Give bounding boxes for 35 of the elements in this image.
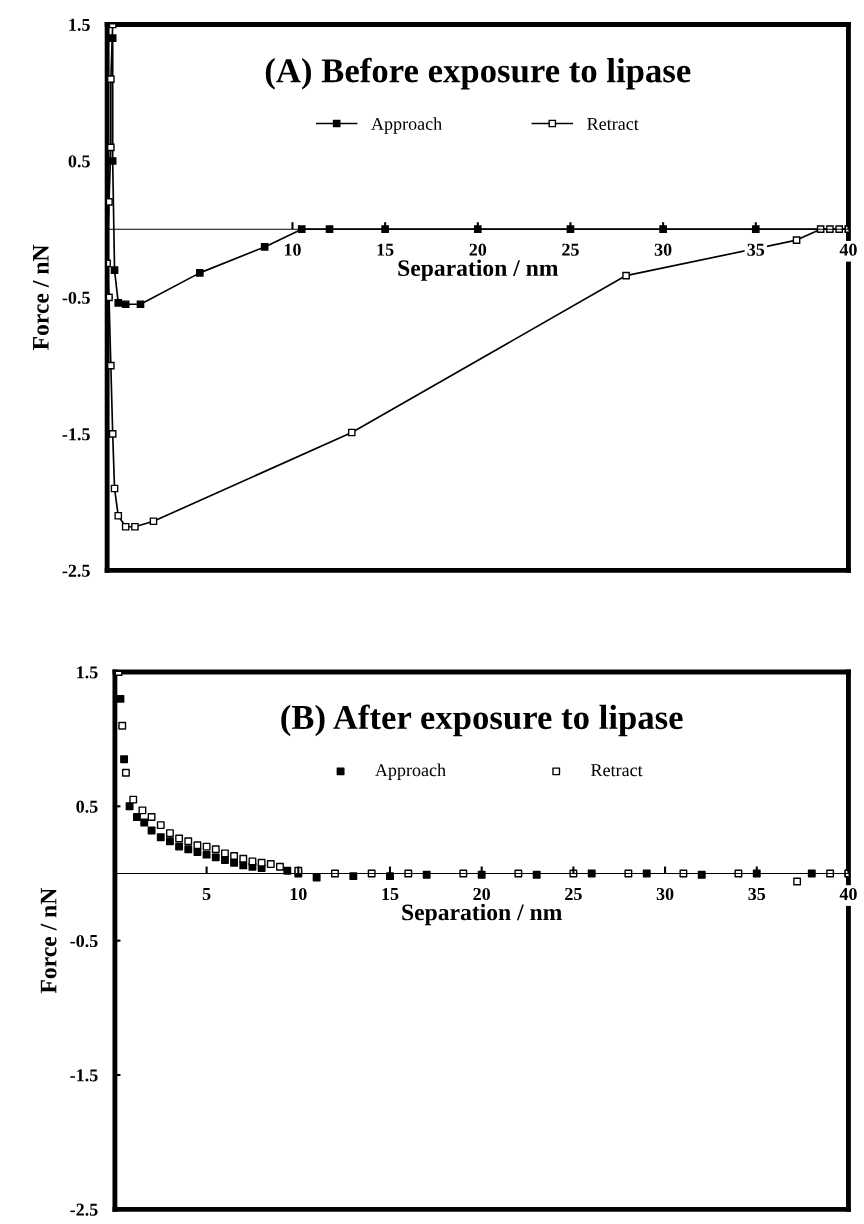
x-tick-label: 20	[469, 243, 487, 256]
x-tick-label: 15	[382, 887, 399, 901]
legend-label: Retract	[591, 764, 643, 777]
legend-label: Approach	[375, 763, 446, 780]
x-tick-label: 30	[654, 243, 672, 256]
text: (A) Before exposure to lipase	[265, 57, 691, 90]
x-axis-title: Separation / nm	[398, 259, 559, 281]
y-axis-title: Force / nN	[32, 244, 49, 350]
x-tick-label: 40	[839, 887, 857, 901]
x-tick-label: 25	[565, 887, 582, 901]
y-tick-label: -1.5	[62, 428, 90, 441]
y-tick-label: 1.5	[69, 18, 90, 31]
legend-label: Approach	[371, 117, 442, 134]
text: (B) After exposure to lipase	[281, 704, 683, 737]
y-tick-label: -2.5	[70, 1203, 98, 1216]
y-axis-title: Force / nN	[40, 888, 57, 994]
y-tick-label: -0.5	[62, 291, 90, 304]
y-tick-label: -1.5	[70, 1069, 98, 1082]
x-tick-label: 25	[562, 243, 579, 256]
x-tick-label: 20	[473, 887, 491, 901]
y-tick-label: 1.5	[77, 666, 98, 679]
x-tick-label: 10	[284, 243, 301, 256]
x-tick-label: 10	[290, 887, 307, 901]
legend-label: Retract	[587, 117, 639, 130]
x-tick-label: 30	[656, 887, 674, 901]
x-tick-label: 40	[839, 243, 857, 256]
x-tick-label: 35	[747, 243, 765, 256]
x-tick-label: 15	[377, 243, 394, 256]
x-tick-label: 5	[202, 888, 211, 901]
y-tick-label: 0.5	[68, 155, 90, 168]
y-tick-label: -0.5	[70, 934, 98, 948]
x-tick-label: 35	[748, 887, 766, 901]
y-tick-label: 0.5	[76, 800, 98, 813]
y-tick-label: -2.5	[62, 564, 90, 577]
x-axis-title: Separation / nm	[402, 903, 562, 926]
